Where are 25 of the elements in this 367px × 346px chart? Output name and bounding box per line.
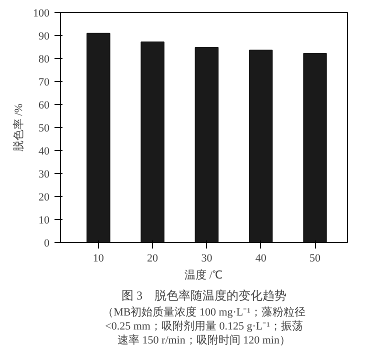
- y-tick-label: 50: [38, 122, 50, 134]
- y-tick-label: 80: [38, 54, 50, 66]
- text: 图 3 脱色率随温度的变化趋势: [122, 288, 286, 302]
- x-tick-label: 20: [147, 252, 159, 264]
- x-tick-label: 30: [201, 252, 213, 264]
- y-tick-label: 70: [38, 76, 50, 88]
- y-tick-label: 30: [38, 168, 50, 180]
- x-tick-label: 50: [310, 252, 322, 264]
- y-tick-label: 60: [38, 100, 50, 112]
- y-tick-label: 0: [44, 238, 50, 250]
- x-tick-label: 10: [92, 252, 104, 264]
- x-axis-title: 温度 /℃: [184, 268, 222, 282]
- bar: [194, 46, 219, 242]
- y-tick-label: 40: [38, 146, 50, 158]
- y-tick-label: 10: [38, 214, 50, 226]
- y-tick-label: 20: [38, 192, 50, 204]
- x-tick-label: 40: [255, 252, 267, 264]
- y-tick-label: 100: [33, 8, 50, 20]
- bar: [248, 50, 273, 242]
- bar: [86, 32, 110, 242]
- text: （MB初始质量浓度 100 mg·L⁻¹；藻粉粒径<0.25 mm；吸附剂用量 0.125 g·L⁻¹；振荡速率 150 r/min；吸附时间 120 min）: [102, 306, 306, 346]
- y-tick-label: 90: [38, 30, 50, 42]
- bar: [303, 52, 327, 242]
- bar: [140, 41, 164, 242]
- y-axis-title: 脱色率 /%: [12, 104, 25, 152]
